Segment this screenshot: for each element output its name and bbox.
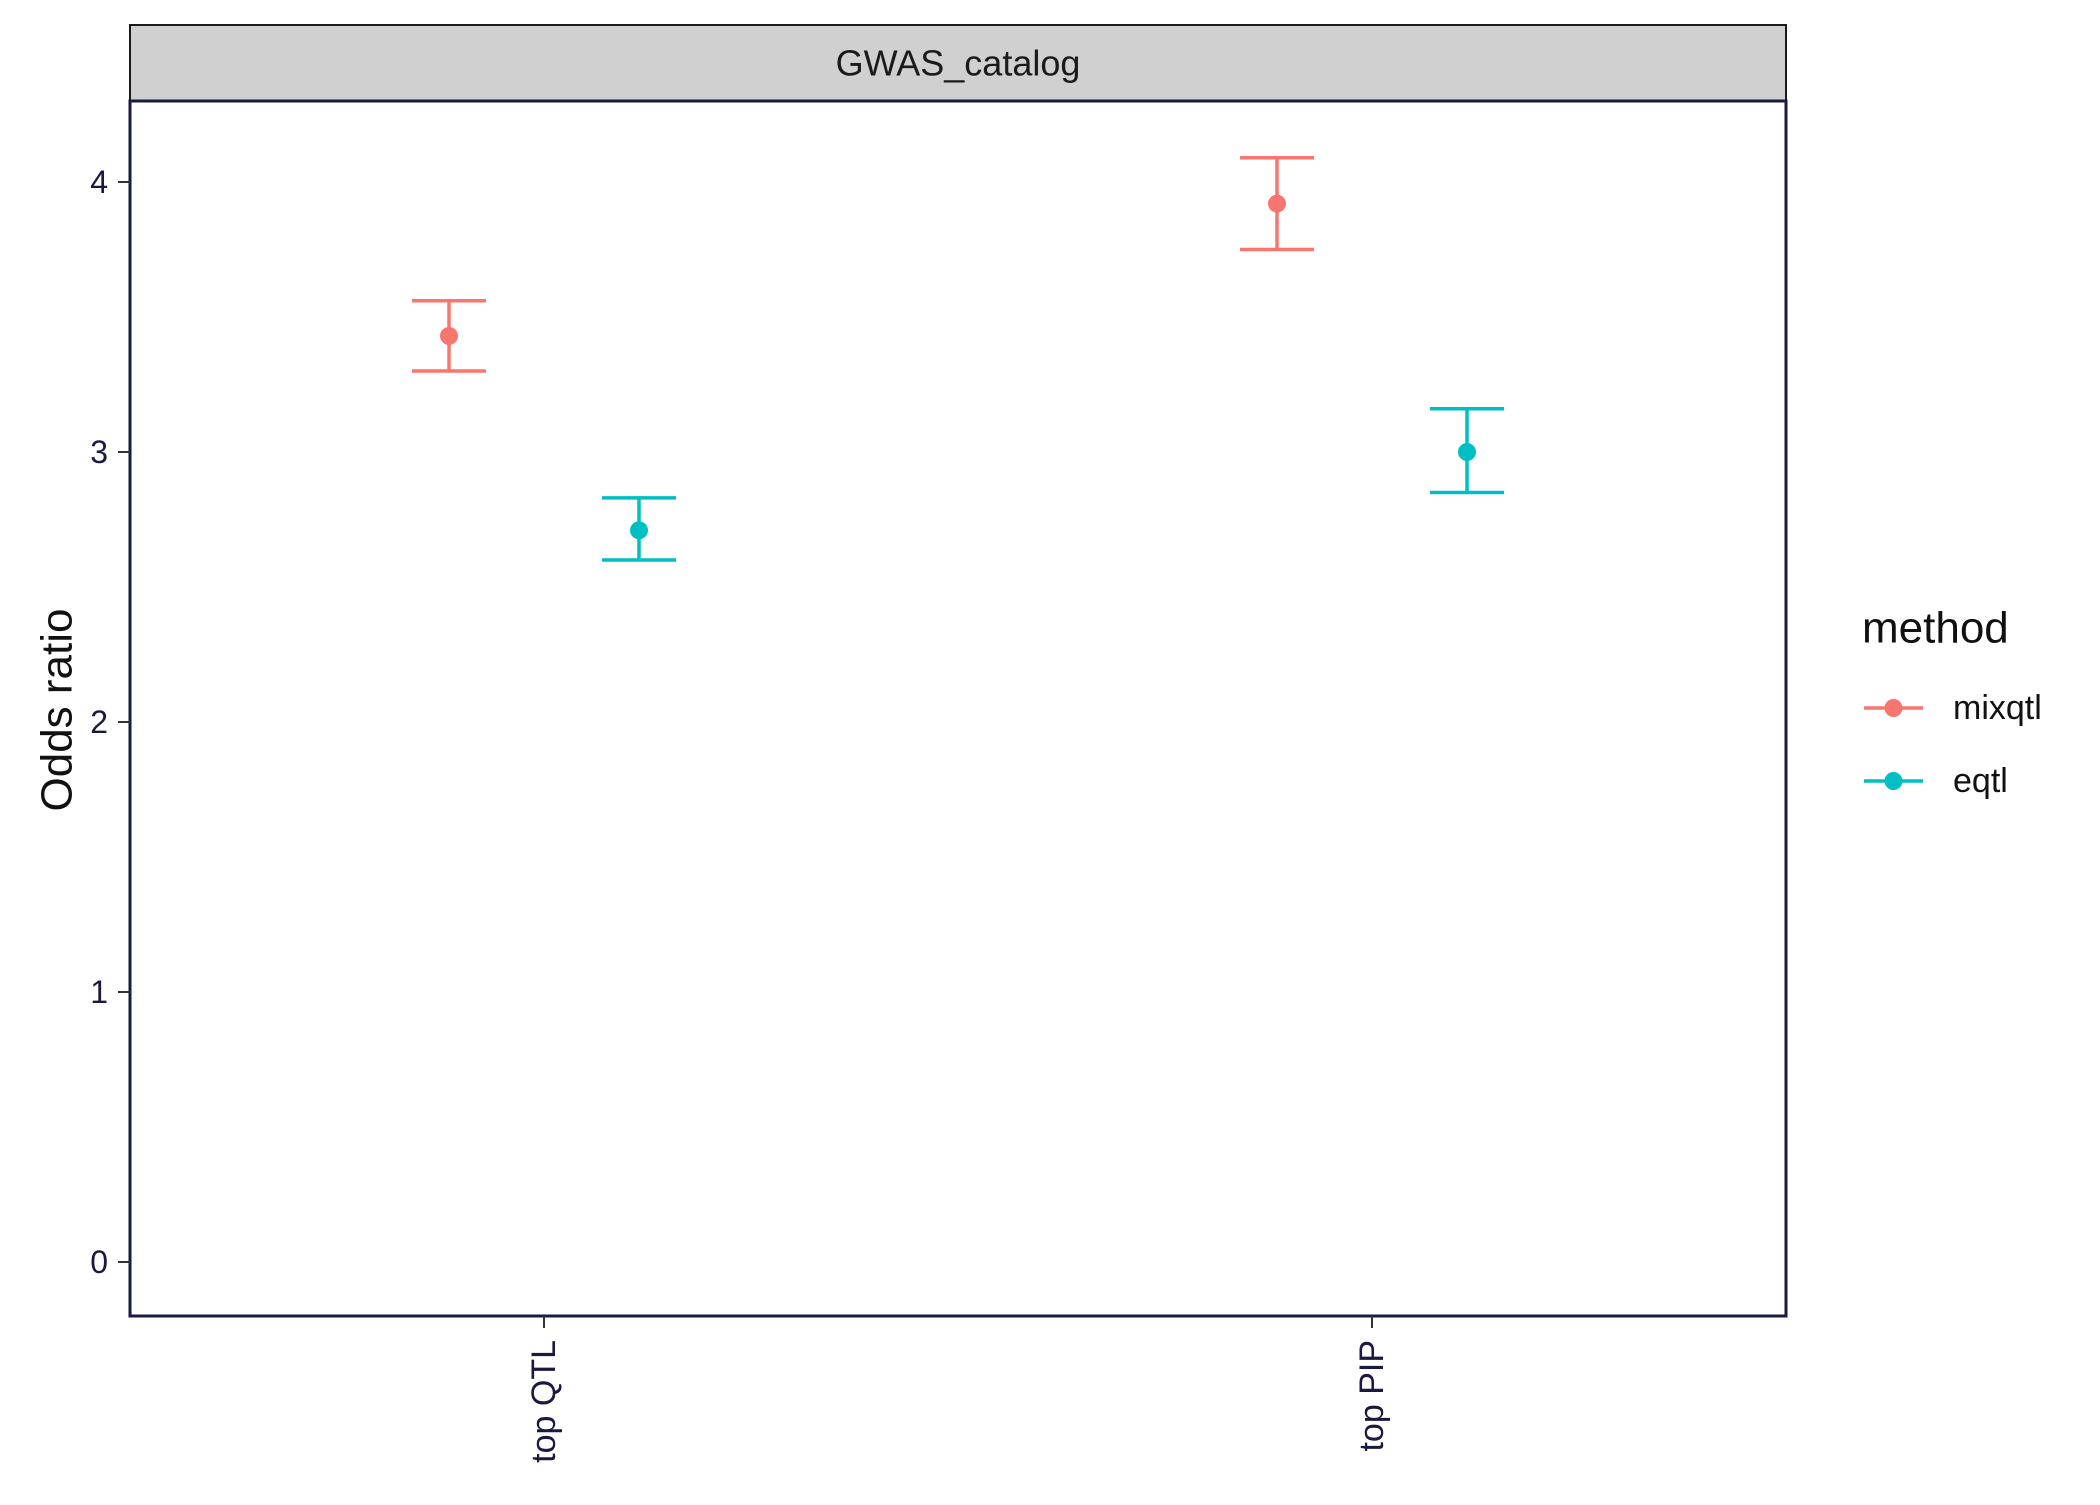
point-mixqtl xyxy=(440,326,458,345)
legend-label: eqtl xyxy=(1953,762,2008,800)
x-tick-label: top QTL xyxy=(525,1340,563,1463)
errorbar-mixqtl xyxy=(412,299,486,373)
facet-label: GWAS_catalog xyxy=(836,43,1081,84)
y-axis: 0 1 2 3 4 xyxy=(90,164,130,1280)
facet-strip xyxy=(129,24,1787,102)
errorbar-mixqtl xyxy=(1240,155,1314,252)
legend-label: mixqtl xyxy=(1953,689,2042,727)
point-mixqtl xyxy=(1268,194,1286,213)
x-axis: top QTL top PIP xyxy=(525,1316,1391,1463)
y-tick-label: 2 xyxy=(90,704,108,740)
y-tick-label: 4 xyxy=(90,164,108,200)
y-tick-label: 1 xyxy=(90,974,108,1010)
x-tick-label: top PIP xyxy=(1353,1340,1391,1452)
errorbar-eqtl xyxy=(602,496,676,562)
errorbar-eqtl xyxy=(1430,407,1504,495)
point-eqtl xyxy=(630,521,648,540)
legend: method mixqtl eqtl xyxy=(1862,604,2042,801)
y-tick-label: 0 xyxy=(90,1244,108,1280)
legend-items: mixqtl eqtl xyxy=(1864,689,2042,800)
legend-key-point xyxy=(1884,699,1903,717)
point-eqtl xyxy=(1458,443,1476,461)
y-axis-title: Odds ratio xyxy=(33,609,82,812)
chart-marks xyxy=(412,155,1504,562)
plot-panel xyxy=(128,99,1788,1318)
y-tick-label: 3 xyxy=(90,434,108,470)
legend-title: method xyxy=(1862,604,2009,653)
legend-key-point xyxy=(1884,772,1903,790)
